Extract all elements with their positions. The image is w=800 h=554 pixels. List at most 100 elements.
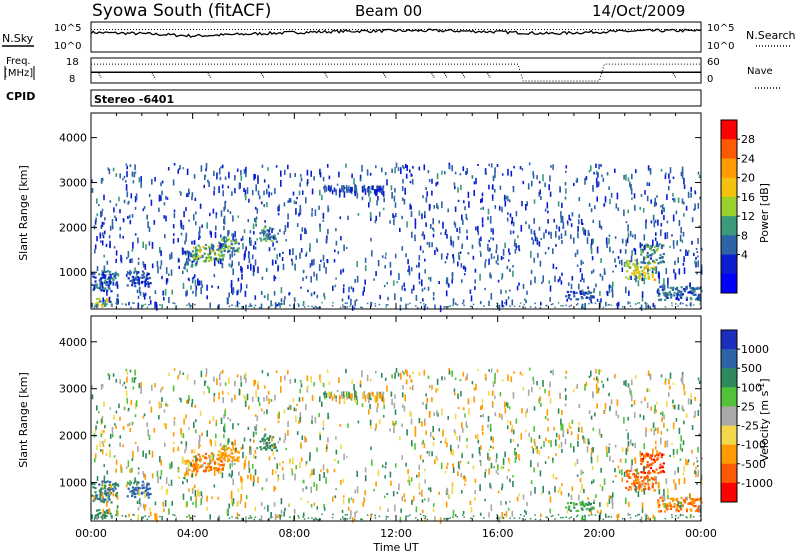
heatmap-cell: [273, 234, 276, 237]
heatmap-cell: [661, 209, 663, 215]
heatmap-cell: [409, 180, 412, 184]
heatmap-cell: [254, 414, 257, 417]
heatmap-cell: [159, 304, 161, 306]
heatmap-cell: [495, 517, 498, 519]
heatmap-cell: [356, 275, 359, 283]
heatmap-cell: [588, 170, 591, 173]
heatmap-cell: [490, 274, 492, 279]
heatmap-cell: [194, 474, 197, 477]
heatmap-cell: [670, 296, 673, 299]
heatmap-cell: [108, 498, 111, 501]
heatmap-cell: [150, 406, 153, 413]
heatmap-cell: [671, 288, 674, 291]
heatmap-cell: [608, 446, 610, 454]
heatmap-cell: [197, 278, 199, 286]
heatmap-cell: [389, 428, 391, 432]
heatmap-cell: [260, 239, 263, 242]
heatmap-cell: [533, 199, 536, 204]
heatmap-cell: [562, 222, 565, 229]
heatmap-cell: [627, 278, 630, 281]
heatmap-cell: [595, 376, 598, 381]
heatmap-cell: [245, 372, 247, 379]
heatmap-cell: [559, 186, 561, 192]
heatmap-cell: [401, 392, 404, 398]
heatmap-cell: [546, 409, 549, 416]
heatmap-cell: [557, 201, 560, 207]
heatmap-cell: [518, 249, 521, 252]
heatmap-cell: [422, 250, 424, 253]
heatmap-cell: [499, 185, 502, 190]
heatmap-cell: [672, 286, 675, 289]
heatmap-cell: [547, 247, 550, 250]
heatmap-cell: [311, 208, 313, 212]
heatmap-cell: [565, 516, 567, 518]
heatmap-cell: [590, 511, 592, 515]
heatmap-cell: [461, 279, 463, 283]
heatmap-cell: [240, 283, 242, 291]
heatmap-cell: [168, 296, 170, 304]
heatmap-cell: [508, 259, 510, 262]
heatmap-cell: [279, 253, 281, 257]
heatmap-cell: [559, 487, 561, 492]
heatmap-cell: [504, 407, 507, 414]
heatmap-cell: [500, 289, 502, 295]
heatmap-cell: [267, 442, 270, 447]
heatmap-cell: [527, 389, 530, 396]
heatmap-cell: [323, 507, 326, 511]
heatmap-cell: [166, 404, 169, 407]
heatmap-cell: [111, 305, 113, 307]
heatmap-cell: [590, 508, 593, 511]
heatmap-cell: [172, 238, 175, 244]
heatmap-cell: [490, 445, 492, 449]
heatmap-cell: [596, 298, 599, 302]
heatmap-cell: [640, 250, 643, 253]
heatmap-cell: [621, 447, 624, 453]
heatmap-cell: [300, 497, 302, 500]
heatmap-cell: [418, 166, 421, 171]
heatmap-cell: [300, 379, 302, 383]
heatmap-cell: [100, 240, 102, 243]
heatmap-cell: [678, 219, 681, 227]
heatmap-cell: [598, 387, 600, 391]
heatmap-cell: [651, 272, 654, 275]
heatmap-cell: [238, 514, 241, 516]
heatmap-cell: [457, 252, 460, 259]
heatmap-cell: [405, 303, 407, 309]
heatmap-cell: [583, 488, 585, 494]
heatmap-cell: [677, 298, 680, 301]
heatmap-cell: [410, 412, 412, 417]
heatmap-cell: [582, 435, 584, 440]
heatmap-cell: [277, 476, 279, 482]
heatmap-cell: [109, 490, 111, 495]
heatmap-cell: [142, 450, 144, 457]
heatmap-cell: [673, 294, 676, 297]
heatmap-cell: [236, 512, 239, 518]
heatmap-cell: [231, 260, 233, 267]
heatmap-cell: [628, 485, 631, 489]
heatmap-cell: [350, 397, 353, 401]
heatmap-cell: [98, 411, 100, 414]
heatmap-cell: [369, 212, 372, 218]
heatmap-cell: [641, 248, 644, 251]
heatmap-cell: [279, 514, 281, 520]
heatmap-cell: [630, 390, 632, 397]
heatmap-cell: [193, 240, 196, 245]
heatmap-cell: [647, 268, 649, 273]
heatmap-cell: [677, 289, 679, 295]
heatmap-cell: [583, 436, 585, 443]
heatmap-cell: [236, 241, 239, 244]
heatmap-cell: [217, 453, 220, 456]
heatmap-cell: [182, 493, 185, 500]
heatmap-cell: [278, 204, 280, 212]
heatmap-cell: [418, 281, 421, 285]
heatmap-cell: [504, 242, 506, 249]
heatmap-cell: [664, 306, 667, 308]
heatmap-cell: [213, 392, 216, 397]
heatmap-cell: [148, 515, 150, 518]
heatmap-cell: [101, 289, 104, 292]
heatmap-cell: [195, 472, 198, 475]
heatmap-cell: [146, 281, 149, 284]
heatmap-cell: [352, 287, 355, 293]
heatmap-cell: [116, 298, 118, 305]
